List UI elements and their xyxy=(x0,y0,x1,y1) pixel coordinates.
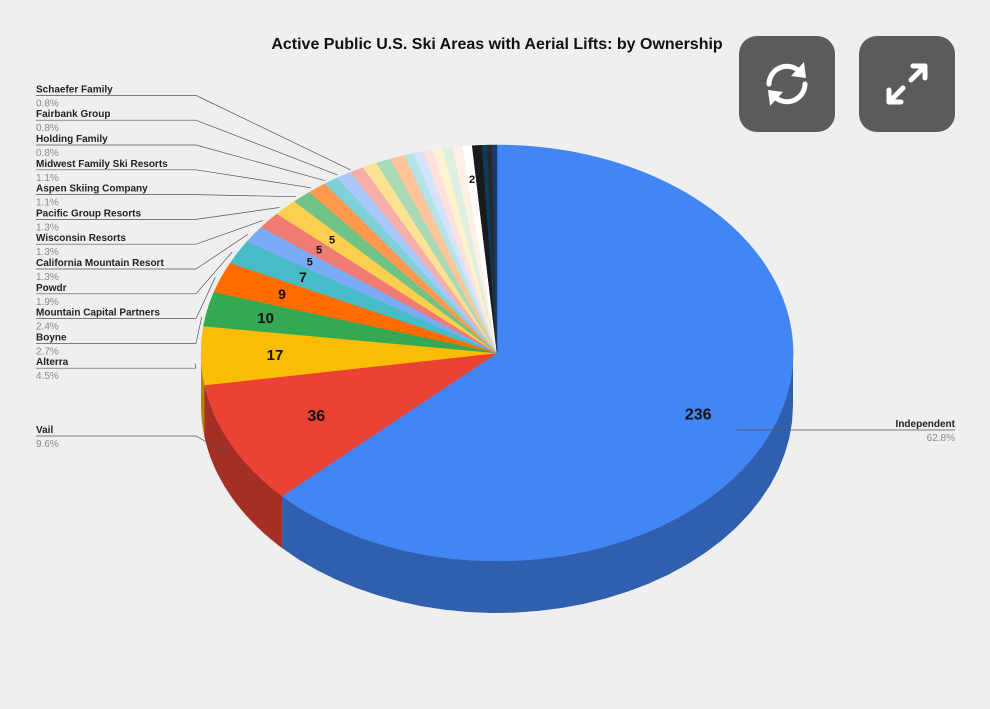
slice-label-percent: 1.1% xyxy=(36,198,59,209)
slice-value-label: 17 xyxy=(267,347,284,364)
leader-line xyxy=(36,95,351,171)
leader-line xyxy=(36,234,249,270)
slice-label-name: California Mountain Resort xyxy=(36,258,164,269)
slice-side-2 xyxy=(201,353,205,438)
slice-label-name: Alterra xyxy=(36,357,69,368)
pie-slice-1[interactable] xyxy=(204,352,498,497)
pie-slices xyxy=(200,144,794,562)
slice-value-label: 236 xyxy=(685,406,712,423)
slice-value-label: 2 xyxy=(469,174,475,186)
leader-line xyxy=(36,363,197,369)
slice-value-label: 10 xyxy=(257,310,274,327)
slice-value-label: 36 xyxy=(307,408,325,425)
slice-label-name: Midwest Family Ski Resorts xyxy=(36,159,168,170)
slice-label-name: Wisconsin Resorts xyxy=(36,233,126,244)
slice-label-percent: 1.1% xyxy=(36,173,59,184)
leader-line xyxy=(36,119,338,176)
slice-label-name: Powdr xyxy=(36,283,67,294)
expand-button[interactable] xyxy=(859,36,955,132)
slice-side-0 xyxy=(282,353,793,613)
slice-label-percent: 1.3% xyxy=(36,222,59,233)
slice-label-percent: 0.8% xyxy=(36,98,59,109)
slice-label-name: Fairbank Group xyxy=(36,109,110,120)
leader-lines xyxy=(36,95,955,454)
refresh-icon xyxy=(766,62,808,106)
slice-label-name: Aspen Skiing Company xyxy=(36,184,148,195)
pie-sides xyxy=(201,353,793,613)
slice-label-percent: 1.3% xyxy=(36,247,59,258)
leader-line xyxy=(36,144,326,182)
slice-label-percent: 9.6% xyxy=(36,439,59,450)
leader-line xyxy=(36,169,312,189)
expand-icon xyxy=(886,63,928,105)
slice-label-name: Mountain Capital Partners xyxy=(36,308,160,319)
pie-slice-27[interactable] xyxy=(491,144,498,354)
slice-label-percent: 0.8% xyxy=(36,148,59,159)
slice-label-name: Pacific Group Resorts xyxy=(36,208,141,219)
slice-label-name: Boyne xyxy=(36,332,67,343)
slice-label-name: Schaefer Family xyxy=(36,84,113,95)
slice-value-label: 9 xyxy=(278,286,286,302)
pie-slice-0[interactable] xyxy=(281,144,794,562)
slice-label-percent: 4.5% xyxy=(36,371,59,382)
slice-value-label: 5 xyxy=(329,234,335,246)
slice-label-percent: 62.8% xyxy=(927,433,955,444)
slice-value-label: 7 xyxy=(299,269,307,285)
slice-labels: Independent 62.8% Vail 9.6% Alterra 4.5% Boyne… xyxy=(36,84,956,450)
slice-label-name: Vail xyxy=(36,425,53,436)
leader-line xyxy=(36,194,296,198)
slice-side-1 xyxy=(204,385,283,548)
slice-label-percent: 2.7% xyxy=(36,346,59,357)
slice-label-percent: 0.8% xyxy=(36,123,59,134)
slice-label-percent: 1.3% xyxy=(36,272,59,283)
slice-label-percent: 2.4% xyxy=(36,322,59,333)
slice-label-name: Independent xyxy=(896,419,956,430)
leader-line xyxy=(36,435,226,454)
slice-label-name: Holding Family xyxy=(36,134,108,145)
leader-line xyxy=(36,207,280,220)
slice-value-label: 5 xyxy=(316,244,322,256)
slice-value-label: 5 xyxy=(307,256,313,268)
leader-line xyxy=(36,277,216,319)
leader-line xyxy=(36,316,203,344)
refresh-button[interactable] xyxy=(739,36,835,132)
slice-label-percent: 1.9% xyxy=(36,297,59,308)
leader-line xyxy=(36,251,233,295)
leader-line xyxy=(36,220,264,245)
chart-title: Active Public U.S. Ski Areas with Aerial… xyxy=(271,36,723,53)
